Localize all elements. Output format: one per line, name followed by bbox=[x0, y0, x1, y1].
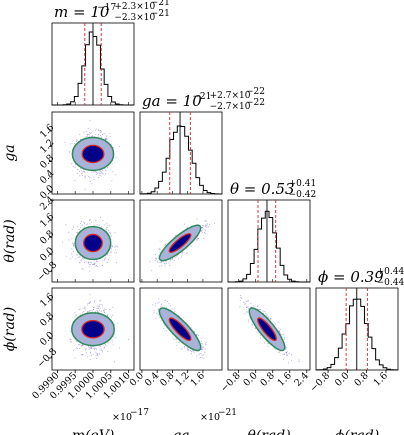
y-tick-label-theta-0: −0.8 bbox=[35, 260, 59, 284]
x-tick-label-phi-1: 0.0 bbox=[333, 370, 351, 388]
x-axis-label-ga: ga bbox=[172, 428, 189, 435]
title-minus-phi: −0.44 bbox=[377, 278, 404, 288]
y-tick-label-phi-2: 0.8 bbox=[38, 310, 56, 328]
contour-inner bbox=[168, 233, 192, 253]
y-tick-label-phi-1: 0.0 bbox=[38, 330, 56, 348]
panel-theta-phi bbox=[227, 287, 311, 371]
y-tick-label-ga-3: 1.2 bbox=[38, 137, 56, 155]
contour-inner bbox=[168, 317, 192, 342]
y-axis-label-theta: θ(rad) bbox=[2, 219, 18, 262]
title-plus-m: +2.3×10 bbox=[114, 2, 155, 12]
histogram-frame-theta bbox=[227, 199, 311, 283]
panel-ga-theta bbox=[139, 199, 223, 283]
panel-m-phi bbox=[51, 287, 135, 371]
x-axis-label-theta: θ(rad) bbox=[247, 428, 290, 435]
title-plus-phi: +0.44 bbox=[377, 267, 404, 277]
title-minus-exp-m: −21 bbox=[151, 9, 170, 19]
x-tick-label-theta-1: 0.0 bbox=[241, 370, 259, 388]
x-offset-ga: ×10 bbox=[200, 412, 220, 423]
title-ga: ga = 10−21+2.7×10−22−2.7×10−22 bbox=[142, 87, 265, 112]
histogram-theta bbox=[227, 199, 311, 283]
title-main-phi: ϕ = 0.39 bbox=[318, 268, 384, 286]
title-main-m: m = 10 bbox=[54, 3, 110, 21]
title-plus-theta: +0.41 bbox=[289, 179, 317, 189]
title-plus-ga: +2.7×10 bbox=[210, 91, 251, 101]
y-tick-label-ga-2: 0.8 bbox=[38, 153, 56, 171]
title-minus-ga: −2.7×10 bbox=[210, 102, 251, 112]
histogram-steps-ga bbox=[139, 125, 223, 195]
histogram-steps-theta bbox=[227, 210, 311, 283]
x-axis-phi: −0.80.00.81.6 ϕ(rad) bbox=[308, 370, 390, 435]
title-minus-exp-ga: −22 bbox=[246, 98, 265, 108]
title-exp-ga: −21 bbox=[192, 92, 211, 102]
x-axis-label-phi: ϕ(rad) bbox=[335, 428, 379, 435]
x-tick-label-theta-2: 0.8 bbox=[258, 370, 276, 388]
y-axis-label-phi: ϕ(rad) bbox=[2, 307, 18, 351]
x-tick-label-ga-4: 1.6 bbox=[189, 370, 207, 388]
x-tick-label-phi-0: −0.8 bbox=[308, 370, 332, 394]
title-main-ga: ga = 10 bbox=[142, 92, 202, 110]
title-minus-m: −2.3×10 bbox=[114, 13, 155, 23]
y-axis-phi: −0.80.0 0.81.6 ϕ(rad) bbox=[2, 291, 59, 370]
title-phi: ϕ = 0.39+0.44−0.44 bbox=[318, 267, 404, 288]
y-axis-label-ga: ga bbox=[2, 144, 18, 161]
panel-ga-phi bbox=[139, 287, 223, 371]
title-exp-m: −17 bbox=[97, 3, 116, 13]
x-tick-label-theta-0: −0.8 bbox=[219, 370, 243, 394]
y-tick-label-theta-1: 0.0 bbox=[38, 245, 56, 263]
y-axis-theta: −0.80.00.81.62.4θ(rad) bbox=[2, 194, 59, 283]
x-offset-m: ×10 bbox=[112, 412, 132, 423]
y-tick-label-ga-1: 0.4 bbox=[38, 168, 56, 186]
y-tick-label-theta-3: 1.6 bbox=[38, 211, 56, 229]
histogram-m bbox=[51, 22, 135, 106]
title-plus-exp-m: −21 bbox=[151, 0, 170, 8]
panel-m-theta bbox=[51, 199, 135, 283]
panel-m-ga bbox=[51, 111, 135, 195]
y-tick-label-phi-3: 1.6 bbox=[38, 291, 56, 309]
contour-inner bbox=[83, 233, 103, 253]
x-tick-label-theta-3: 1.6 bbox=[275, 370, 293, 388]
y-tick-label-phi-0: −0.8 bbox=[35, 346, 59, 370]
x-offset-exp-m: −17 bbox=[130, 408, 149, 418]
y-tick-label-ga-4: 1.6 bbox=[38, 122, 56, 140]
title-m: m = 10−17+2.3×10−21−2.3×10−21 bbox=[54, 0, 170, 23]
contour-inner bbox=[81, 144, 105, 164]
y-axis-ga: 0.00.40.81.21.6ga bbox=[2, 122, 56, 201]
title-minus-theta: −0.42 bbox=[289, 190, 317, 200]
panel-frame bbox=[139, 199, 223, 283]
contour-inner bbox=[257, 317, 277, 342]
histogram-ga bbox=[139, 111, 223, 195]
panel-frame bbox=[139, 287, 223, 371]
x-offset-exp-ga: −21 bbox=[218, 408, 237, 418]
y-tick-label-theta-2: 0.8 bbox=[38, 228, 56, 246]
panel-frame bbox=[227, 287, 311, 371]
title-main-theta: θ = 0.53 bbox=[230, 180, 295, 198]
x-tick-label-phi-3: 1.6 bbox=[372, 370, 390, 388]
histogram-phi bbox=[315, 287, 399, 371]
title-plus-exp-ga: −22 bbox=[246, 87, 265, 97]
contour-inner bbox=[81, 319, 105, 339]
x-tick-label-phi-2: 0.8 bbox=[352, 370, 370, 388]
x-axis-label-m: m(eV) bbox=[72, 428, 115, 435]
title-theta: θ = 0.53+0.41−0.42 bbox=[230, 179, 316, 200]
histogram-frame-ga bbox=[139, 111, 223, 195]
